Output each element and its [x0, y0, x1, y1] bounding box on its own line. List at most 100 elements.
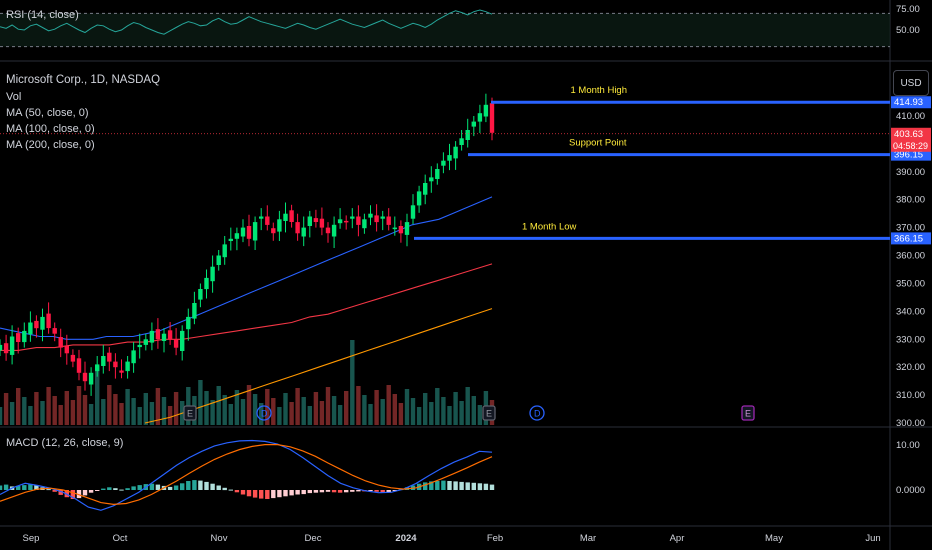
- candle-body: [3, 343, 9, 354]
- volume-bar: [131, 398, 136, 425]
- candle-body: [465, 130, 470, 140]
- volume-bar: [337, 405, 343, 425]
- macd-histogram-bar: [46, 489, 51, 491]
- candle-body: [64, 346, 69, 354]
- macd-histogram-bar: [240, 490, 246, 495]
- candle-body: [416, 191, 422, 206]
- candle-body: [186, 316, 191, 330]
- volume-bar: [459, 401, 464, 425]
- candle-body: [173, 339, 179, 348]
- macd-tick-label: 10.00: [896, 440, 920, 451]
- volume-bar: [70, 400, 76, 425]
- candle-body: [319, 218, 325, 228]
- macd-histogram-bar: [95, 490, 100, 491]
- volume-bar: [198, 380, 203, 425]
- event-label: E: [486, 409, 492, 419]
- macd-histogram-bar: [125, 488, 130, 490]
- candle-body: [337, 219, 343, 224]
- candle-body: [283, 213, 288, 221]
- candle-body: [192, 303, 197, 319]
- event-label: E: [745, 409, 751, 419]
- candle-body: [22, 330, 27, 343]
- candle-body: [441, 160, 446, 166]
- ma200-label: MA (200, close, 0): [6, 139, 95, 151]
- macd-histogram-bar: [76, 490, 82, 499]
- macd-histogram-bar: [107, 487, 112, 490]
- price-tick-label: 310.00: [896, 390, 925, 401]
- candle-body: [404, 222, 410, 235]
- macd-histogram-bar: [88, 490, 94, 493]
- volume-bar: [259, 403, 264, 425]
- macd-title: MACD (12, 26, close, 9): [6, 437, 124, 449]
- candle-body: [40, 316, 45, 330]
- volume-bar: [283, 393, 288, 425]
- volume-bar: [246, 385, 252, 425]
- macd-histogram-bar: [277, 490, 282, 498]
- candle-body: [301, 227, 306, 237]
- macd-histogram-bar: [259, 490, 264, 499]
- rsi-line: [0, 9, 493, 35]
- volume-bar: [453, 392, 458, 425]
- volume-bar: [16, 388, 21, 425]
- macd-histogram-bar: [429, 481, 434, 490]
- candle-body: [137, 344, 142, 348]
- macd-histogram-bar: [307, 490, 312, 494]
- macd-histogram-bar: [489, 484, 495, 490]
- macd-histogram-bar: [465, 482, 470, 490]
- macd-histogram-bar: [155, 484, 161, 490]
- x-axis-label: Mar: [580, 533, 596, 544]
- price-tick-label: 320.00: [896, 362, 925, 373]
- candle-body: [82, 372, 88, 382]
- x-axis-label: May: [765, 533, 783, 544]
- candle-body: [307, 216, 312, 226]
- volume-bar: [392, 394, 397, 425]
- volume-bar: [325, 387, 331, 425]
- volume-bar: [240, 399, 246, 425]
- candle-body: [16, 333, 21, 342]
- macd-histogram-bar: [252, 490, 258, 498]
- candle-body: [453, 146, 458, 159]
- dividend-marker: [256, 405, 272, 421]
- candle-body: [52, 328, 57, 334]
- candle-body: [228, 238, 233, 241]
- volume-bar: [58, 405, 63, 425]
- volume-bar: [368, 404, 373, 425]
- macd-histogram-bar: [113, 488, 118, 490]
- rsi-tick-label: 75.00: [896, 4, 920, 15]
- macd-histogram-bar: [16, 485, 21, 490]
- volume-bar: [22, 397, 27, 425]
- macd-line: [0, 439, 493, 511]
- macd-histogram-bar: [313, 490, 319, 493]
- candle-body: [58, 337, 63, 348]
- candle-body: [0, 344, 3, 351]
- volume-bar: [34, 392, 39, 425]
- price-tick-label: 390.00: [896, 167, 925, 178]
- candle-body: [9, 336, 15, 355]
- volume-bar: [344, 391, 349, 425]
- volume-bar: [28, 406, 33, 425]
- candle-body: [271, 228, 276, 234]
- macd-histogram-bar: [447, 481, 452, 490]
- price-tag-bg: [891, 96, 931, 109]
- candle-body: [167, 330, 173, 340]
- volume-bar: [228, 404, 233, 425]
- volume-bar: [301, 397, 306, 425]
- candle-body: [398, 226, 404, 234]
- candle-body: [471, 121, 476, 127]
- rsi-title: RSI (14, close): [6, 9, 79, 21]
- volume-bar: [477, 405, 483, 425]
- x-axis-label: Oct: [113, 533, 128, 544]
- macd-histogram-bar: [331, 490, 337, 493]
- price-tick-label: 330.00: [896, 334, 925, 345]
- currency-button[interactable]: USD: [893, 70, 929, 96]
- level-label: Support Point: [569, 138, 627, 149]
- candle-body: [477, 113, 483, 122]
- candle-body: [368, 213, 373, 218]
- macd-histogram-bar: [28, 484, 33, 490]
- macd-histogram-bar: [204, 481, 209, 490]
- price-tag-label: 396.15: [894, 150, 923, 161]
- volume-bar: [46, 387, 51, 425]
- candle-body: [289, 210, 294, 222]
- price-tag-label: 366.15: [894, 233, 923, 244]
